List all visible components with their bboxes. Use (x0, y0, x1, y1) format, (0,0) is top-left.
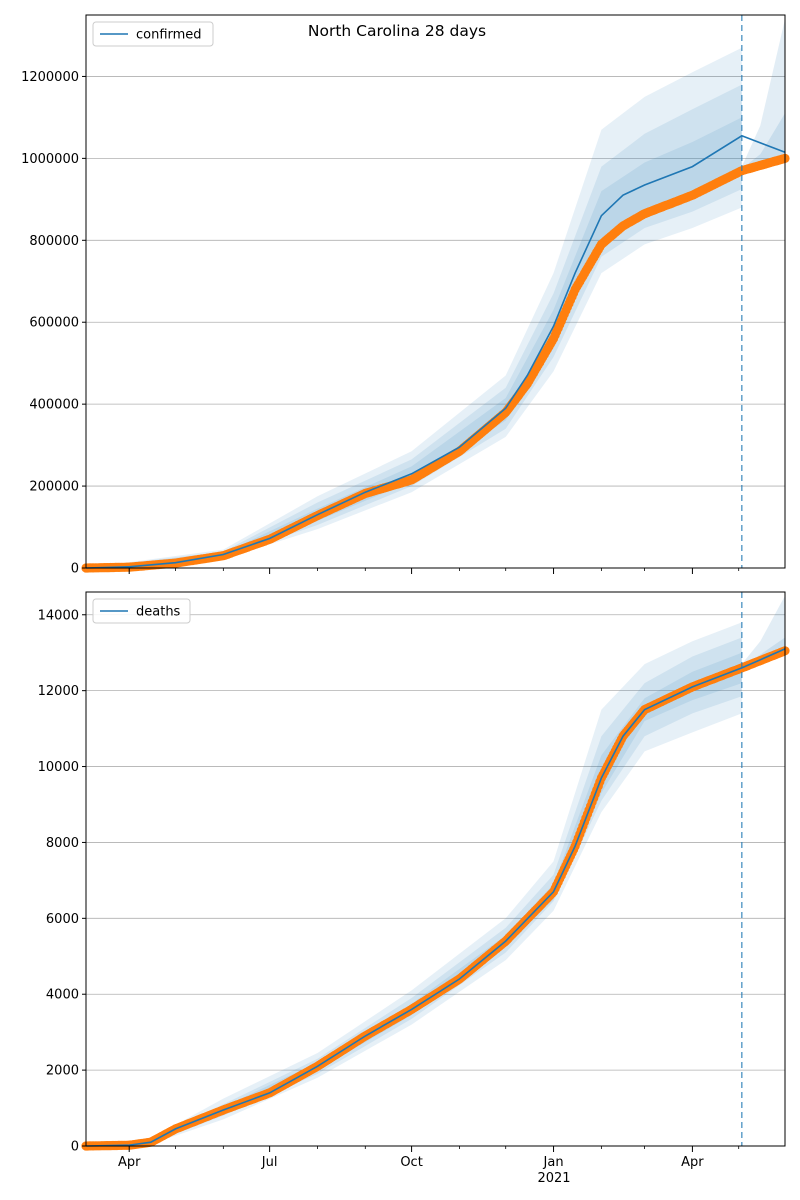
figure-title: North Carolina 28 days (308, 22, 486, 40)
x-tick-label: Apr (681, 1155, 704, 1170)
model-line (85, 134, 786, 569)
confirmed-series (81, 134, 790, 573)
deaths-x-axis: Apr Jul Oct Jan Apr (118, 1146, 740, 1170)
y-tick-label: 10000 (38, 760, 79, 775)
deaths-y-axis: 0 2000 4000 6000 8000 10000 12000 14000 (38, 608, 86, 1155)
uncertainty-band (86, 652, 742, 1146)
y-tick-label: 14000 (38, 608, 79, 623)
deaths-legend: deaths (92, 598, 191, 624)
legend-box (92, 21, 214, 47)
deaths-series (81, 646, 790, 1151)
y-tick-label: 0 (71, 562, 79, 577)
x-tick-label: Jan (543, 1155, 564, 1170)
confirmed-legend: confirmed (92, 21, 214, 47)
model-line (85, 648, 786, 1147)
confirmed-x-axis (128, 568, 740, 574)
y-tick-label: 12000 (38, 684, 79, 699)
y-tick-label: 8000 (46, 836, 79, 851)
confirmed-panel: 020000040000060000080000010000001200000 … (21, 14, 790, 577)
y-tick-label: 0 (71, 1140, 79, 1155)
y-tick-label: 2000 (46, 1064, 79, 1079)
y-tick-label: 4000 (46, 988, 79, 1003)
y-tick-label: 400000 (29, 398, 79, 413)
y-tick-label: 6000 (46, 912, 79, 927)
y-tick-label: 600000 (29, 316, 79, 331)
legend-label-confirmed: confirmed (136, 28, 202, 43)
y-tick-label: 1200000 (21, 70, 79, 85)
deaths-panel: 0 2000 4000 6000 8000 10000 12000 14000 Apr Jul O… (38, 591, 790, 1170)
y-tick-label: 800000 (29, 234, 79, 249)
y-tick-label: 200000 (29, 480, 79, 495)
uncertainty-band (86, 47, 742, 569)
projection-band (741, 19, 785, 175)
x-year-label: 2021 (537, 1171, 570, 1186)
x-tick-label: Jul (261, 1155, 278, 1170)
uncertainty-band (86, 637, 742, 1146)
uncertainty-band (86, 622, 742, 1146)
confirmed-y-axis: 0 200000 400000 600000 800000 1000000 1200000 (21, 70, 86, 577)
y-tick-label: 1000000 (21, 152, 79, 167)
x-tick-label: Oct (400, 1155, 422, 1170)
legend-label-deaths: deaths (136, 605, 181, 620)
deaths-axes-frame (85, 591, 786, 1147)
confirmed-axes-frame (85, 14, 786, 569)
legend-box (92, 598, 191, 624)
confirmed-grid (86, 76, 785, 487)
uncertainty-band (86, 84, 742, 568)
x-tick-label: Apr (118, 1155, 141, 1170)
